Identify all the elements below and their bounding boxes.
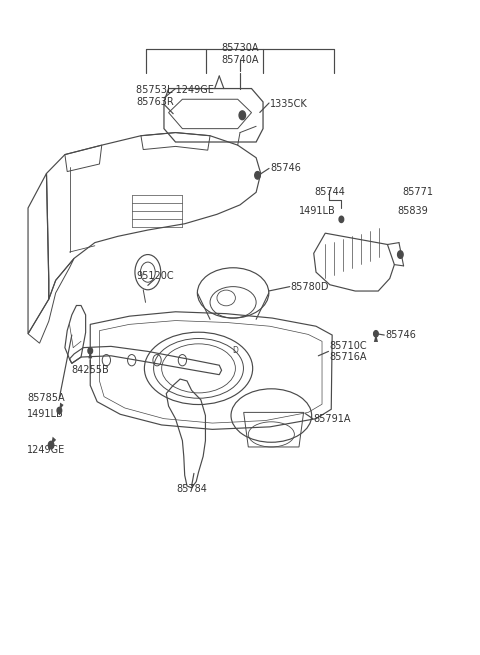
Circle shape (339, 216, 344, 223)
Text: 95120C: 95120C (136, 271, 174, 281)
Text: 85791A: 85791A (314, 414, 351, 424)
Text: 1249GE: 1249GE (27, 445, 65, 455)
Text: 84255B: 84255B (72, 365, 109, 375)
Circle shape (373, 331, 378, 337)
Polygon shape (51, 437, 56, 445)
Circle shape (239, 111, 246, 120)
Text: 85839: 85839 (397, 206, 428, 216)
Circle shape (48, 441, 54, 449)
Polygon shape (88, 351, 92, 358)
Text: 1491LB: 1491LB (27, 409, 64, 419)
Text: 85753L 1249GE
85763R: 85753L 1249GE 85763R (136, 85, 214, 107)
Text: 85710C
85716A: 85710C 85716A (329, 341, 367, 362)
Circle shape (88, 348, 93, 354)
Circle shape (397, 251, 403, 258)
Text: 85744: 85744 (314, 187, 345, 197)
Text: 1491LB: 1491LB (299, 206, 336, 216)
Text: D: D (232, 346, 239, 355)
Text: 85771: 85771 (402, 187, 433, 197)
Circle shape (255, 172, 260, 179)
Text: 85730A
85740A: 85730A 85740A (221, 43, 259, 65)
Text: 85746: 85746 (385, 330, 416, 340)
Text: 85780D: 85780D (291, 282, 329, 291)
Text: 85785A: 85785A (27, 393, 65, 403)
Circle shape (57, 407, 61, 414)
Polygon shape (374, 334, 378, 342)
Polygon shape (60, 403, 63, 411)
Text: 1335CK: 1335CK (270, 99, 308, 109)
Text: 85746: 85746 (270, 163, 301, 174)
Text: 85784: 85784 (176, 484, 207, 494)
